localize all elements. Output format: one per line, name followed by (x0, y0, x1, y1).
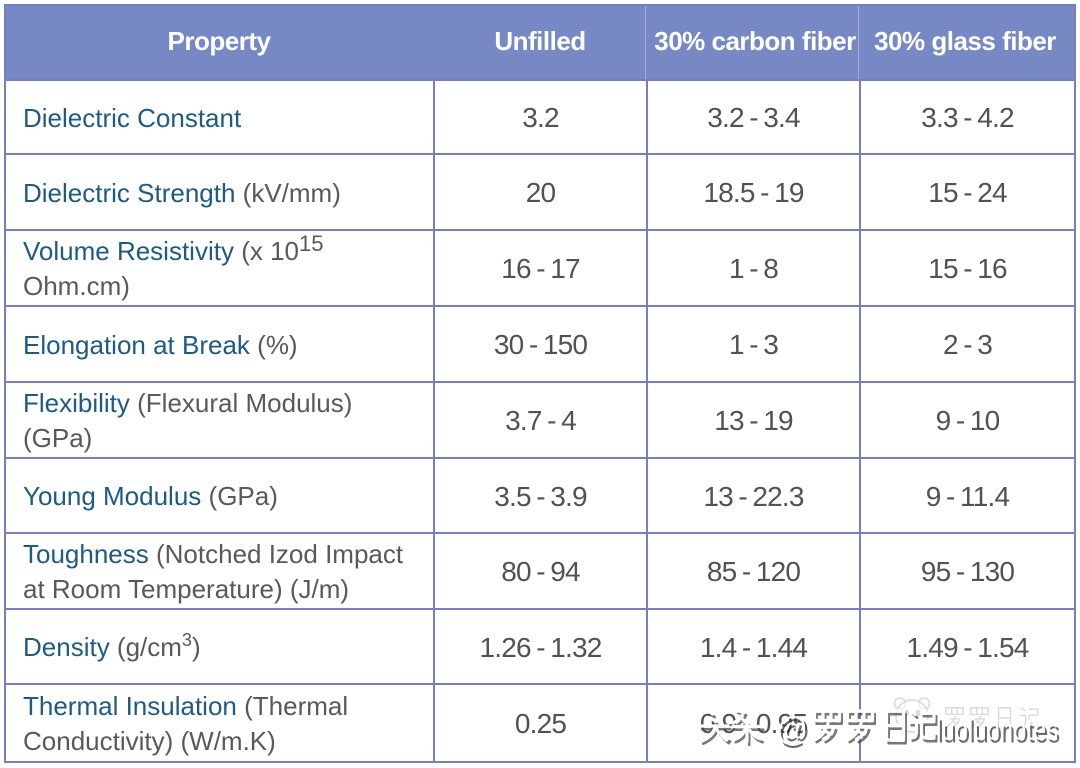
svg-text:@: @ (778, 713, 810, 750)
svg-text:@: @ (776, 710, 808, 747)
svg-text:luoluonotes: luoluonotes (936, 712, 1058, 747)
svg-text:luoluonotes: luoluonotes (938, 715, 1060, 750)
